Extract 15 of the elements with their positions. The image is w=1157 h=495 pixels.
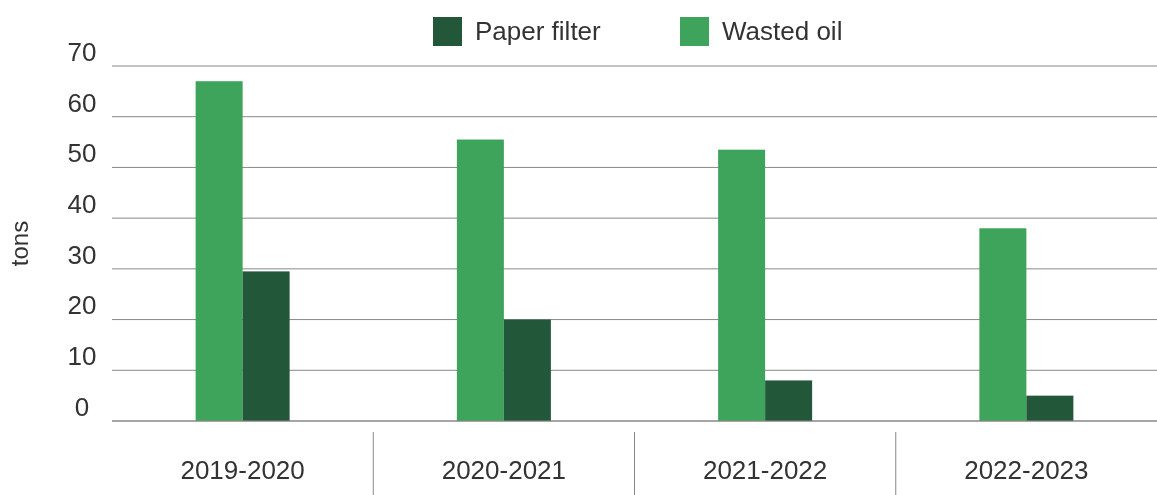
y-tick-label: 10: [67, 341, 97, 372]
y-tick-label: 40: [67, 188, 97, 219]
x-tick-label: 2020-2021: [441, 455, 567, 485]
y-tick-label: 60: [67, 87, 97, 118]
y-tick-label: 0: [74, 391, 90, 422]
x-tick-label: 2021-2022: [702, 455, 828, 485]
x-tick-label: 2019-2020: [180, 455, 305, 485]
y-tick-label: 30: [67, 239, 97, 270]
x-tick-label: 2022-2023: [964, 455, 1089, 485]
y-tick-label: 50: [67, 138, 97, 169]
y-tick-label: 70: [67, 36, 97, 67]
y-axis-title: tons: [6, 220, 33, 267]
y-tick-label: 20: [67, 290, 97, 321]
legend-label: Paper filter: [475, 16, 602, 46]
legend-label: Wasted oil: [722, 16, 843, 46]
